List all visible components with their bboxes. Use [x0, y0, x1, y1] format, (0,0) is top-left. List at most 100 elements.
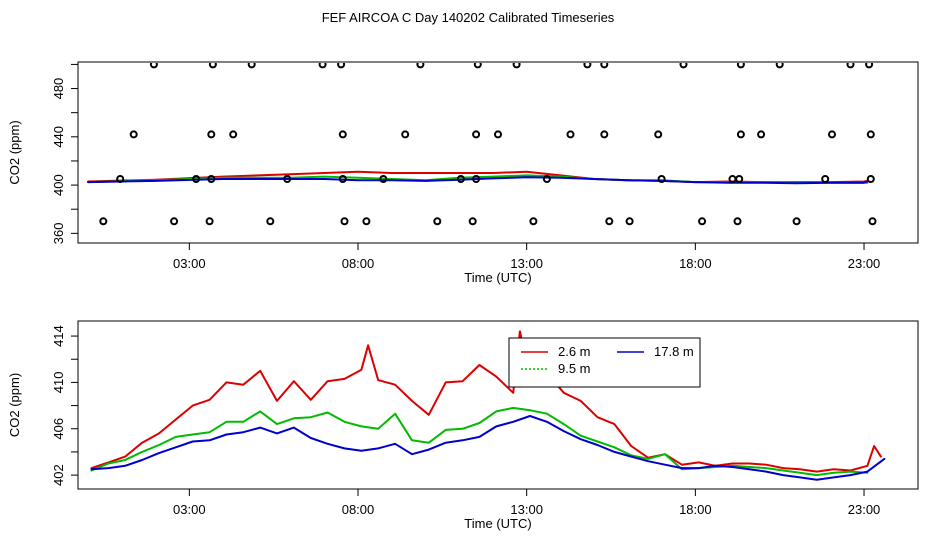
data-point: [225, 421, 227, 423]
data-point: [849, 471, 852, 473]
data-point: [478, 436, 480, 438]
data-point: [559, 177, 562, 179]
calibration-point: [229, 130, 238, 139]
calibration-point: [318, 63, 327, 69]
data-point: [782, 474, 784, 476]
data-point: [192, 440, 194, 443]
data-point: [816, 471, 818, 473]
calibration-point: [149, 63, 158, 69]
data-point: [323, 172, 325, 174]
calibration-point: [340, 217, 349, 226]
calibration-point: [99, 217, 108, 226]
calibration-point: [129, 130, 138, 139]
data-point: [276, 432, 278, 434]
data-point: [664, 453, 666, 455]
data-point: [411, 400, 413, 402]
calibration-point: [266, 217, 275, 226]
data-point: [259, 370, 261, 372]
calibration-point: [605, 217, 614, 226]
calibration-point: [698, 217, 707, 226]
data-point: [445, 381, 447, 383]
data-point: [225, 381, 227, 383]
y-tick-label: 360: [51, 222, 66, 244]
calibration-point: [472, 130, 481, 139]
calibration-point: [473, 63, 482, 69]
plot-frame: [77, 320, 919, 490]
data-point: [323, 176, 325, 178]
top-panel: 03:00 08:00 13:00 18:00 23:00 360 400 440 480 Tim…: [7, 61, 919, 285]
calibration-point: [116, 175, 125, 183]
data-point: [445, 442, 447, 444]
calibration-point: [208, 63, 217, 69]
data-point: [782, 469, 784, 472]
calibration-point: [207, 130, 216, 139]
data-point: [526, 176, 528, 178]
y-tick-label: 480: [51, 78, 66, 100]
calibration-point: [600, 63, 609, 69]
x-tick-label: 03:00: [173, 256, 206, 271]
data-point: [630, 456, 632, 458]
data-point: [492, 172, 494, 174]
data-point: [428, 449, 430, 451]
calibration-point: [846, 63, 855, 69]
data-point: [276, 400, 278, 402]
data-point: [580, 400, 582, 402]
data-point: [765, 467, 767, 469]
y-axis-title: CO2 (ppm): [7, 373, 22, 437]
data-point: [124, 465, 126, 467]
x-axis-title: Time (UTC): [464, 270, 531, 285]
data-point: [748, 462, 750, 465]
calibration-point: [866, 130, 875, 139]
data-point: [833, 468, 835, 470]
data-point: [343, 421, 346, 423]
data-point: [866, 471, 869, 473]
data-point: [327, 380, 329, 382]
y-tick-label: 400: [51, 174, 66, 196]
data-point: [526, 171, 528, 173]
x-tick-label: 03:00: [173, 502, 206, 517]
data-point: [175, 418, 177, 421]
data-point: [596, 444, 599, 446]
data-point: [225, 433, 227, 436]
data-point: [259, 410, 261, 412]
data-point: [411, 453, 413, 455]
data-point: [343, 447, 346, 449]
data-point: [563, 430, 565, 432]
data-point: [259, 427, 261, 429]
data-point: [462, 380, 464, 382]
calibration-point: [247, 63, 256, 69]
data-point: [512, 392, 514, 394]
y-tick-label: 410: [51, 372, 66, 394]
data-point: [242, 421, 244, 423]
data-point: [360, 425, 362, 427]
data-point: [391, 172, 393, 174]
data-point: [495, 425, 497, 427]
data-point: [748, 468, 750, 470]
data-point: [141, 442, 143, 444]
data-point: [327, 443, 329, 445]
data-point: [492, 176, 494, 178]
data-point: [141, 451, 143, 453]
calibration-point: [625, 217, 634, 226]
legend: 2.6 m 9.5 m 17.8 m: [508, 337, 701, 388]
calibration-point: [792, 217, 801, 226]
x-tick-label: 18:00: [679, 256, 712, 271]
data-point: [546, 413, 548, 415]
data-point: [829, 182, 831, 184]
data-point: [310, 399, 312, 401]
calibration-point: [472, 175, 481, 183]
data-point: [816, 479, 818, 481]
data-point: [563, 423, 565, 425]
data-point: [526, 174, 528, 176]
data-point: [209, 399, 211, 401]
calibration-point: [512, 63, 521, 69]
data-point: [462, 428, 464, 430]
data-point: [209, 431, 211, 433]
data-point: [849, 474, 852, 476]
data-point: [462, 439, 464, 441]
data-point: [192, 405, 194, 407]
data-point: [310, 437, 312, 439]
data-point: [765, 471, 767, 473]
data-point: [293, 427, 295, 429]
